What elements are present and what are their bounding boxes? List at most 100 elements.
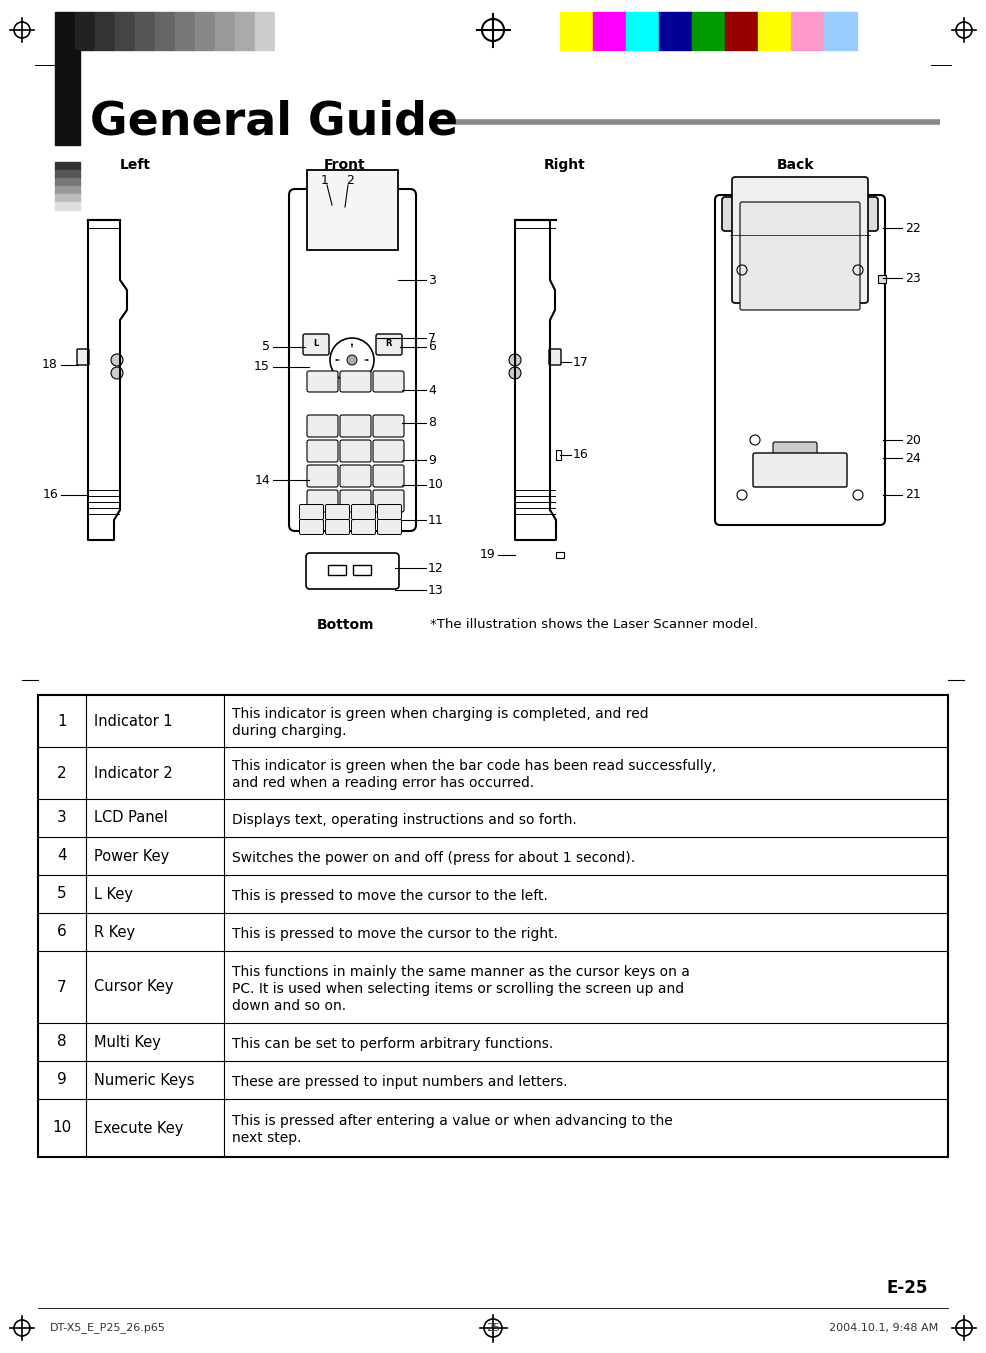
Bar [95, 12, 115, 50]
FancyBboxPatch shape [325, 505, 349, 520]
Text: Power Key: Power Key [94, 848, 170, 863]
Text: 18: 18 [42, 359, 58, 372]
Bar [215, 12, 235, 50]
Text: Cursor Key: Cursor Key [94, 980, 174, 994]
Text: 15: 15 [254, 360, 270, 373]
FancyBboxPatch shape [307, 490, 338, 511]
FancyBboxPatch shape [351, 520, 376, 534]
Text: 11: 11 [428, 514, 444, 526]
Text: 2: 2 [57, 766, 67, 781]
FancyBboxPatch shape [340, 440, 371, 461]
Bar [175, 12, 195, 50]
FancyBboxPatch shape [340, 415, 371, 437]
FancyBboxPatch shape [307, 415, 338, 437]
FancyBboxPatch shape [373, 465, 404, 487]
Text: R: R [386, 340, 392, 349]
Text: 4: 4 [428, 383, 436, 396]
Text: 3: 3 [428, 273, 436, 287]
FancyBboxPatch shape [549, 349, 561, 365]
Bar [824, 12, 857, 50]
Text: 7: 7 [428, 331, 436, 345]
Text: 10: 10 [52, 1120, 72, 1135]
FancyBboxPatch shape [378, 520, 401, 534]
Text: during charging.: during charging. [232, 724, 346, 739]
Bar [328, 566, 346, 575]
Text: 12: 12 [428, 561, 444, 575]
Bar [195, 12, 215, 50]
Text: General Guide: General Guide [90, 100, 458, 145]
Text: 1: 1 [57, 713, 67, 728]
Text: Execute Key: Execute Key [94, 1120, 183, 1135]
Text: Front: Front [324, 158, 366, 172]
Text: down and so on.: down and so on. [232, 999, 346, 1012]
Text: 20: 20 [905, 433, 921, 446]
Bar [135, 12, 155, 50]
FancyBboxPatch shape [300, 505, 323, 520]
Bar [55, 162, 80, 170]
Bar [55, 179, 80, 185]
Text: 16: 16 [42, 488, 58, 502]
FancyBboxPatch shape [307, 440, 338, 461]
Text: This is pressed after entering a value or when advancing to the: This is pressed after entering a value o… [232, 1115, 672, 1128]
Text: 22: 22 [905, 222, 921, 234]
FancyBboxPatch shape [373, 490, 404, 511]
Bar [659, 12, 692, 50]
Bar [626, 12, 659, 50]
FancyBboxPatch shape [732, 177, 868, 303]
FancyBboxPatch shape [373, 440, 404, 461]
Bar [556, 451, 561, 460]
Bar [55, 12, 75, 50]
FancyBboxPatch shape [325, 520, 349, 534]
FancyBboxPatch shape [303, 334, 329, 354]
Text: 2: 2 [346, 173, 354, 187]
Text: This functions in mainly the same manner as the cursor keys on a: This functions in mainly the same manner… [232, 965, 690, 978]
Text: 8: 8 [57, 1035, 67, 1050]
Text: 5: 5 [57, 886, 67, 901]
FancyBboxPatch shape [351, 505, 376, 520]
Bar [115, 12, 135, 50]
Text: 3: 3 [57, 810, 67, 825]
Text: 7: 7 [57, 980, 67, 994]
Text: next step.: next step. [232, 1131, 302, 1145]
Bar [791, 12, 824, 50]
FancyBboxPatch shape [300, 520, 323, 534]
FancyBboxPatch shape [373, 415, 404, 437]
Circle shape [347, 354, 357, 365]
Bar [692, 12, 725, 50]
Text: L: L [314, 340, 318, 349]
FancyBboxPatch shape [77, 349, 89, 365]
Text: R Key: R Key [94, 924, 135, 939]
Bar [307, 170, 398, 250]
FancyBboxPatch shape [340, 490, 371, 511]
FancyBboxPatch shape [773, 442, 817, 460]
Bar [235, 12, 255, 50]
Text: 6: 6 [57, 924, 67, 939]
Text: This indicator is green when charging is completed, and red: This indicator is green when charging is… [232, 708, 649, 721]
Text: 9: 9 [57, 1073, 67, 1088]
Circle shape [111, 354, 123, 367]
Bar [38, 695, 948, 1157]
Bar [275, 12, 295, 50]
Bar [255, 12, 275, 50]
Text: 6: 6 [428, 341, 436, 353]
Text: This is pressed to move the cursor to the left.: This is pressed to move the cursor to th… [232, 889, 548, 902]
Text: DT-X5_E_P25_26.p65: DT-X5_E_P25_26.p65 [50, 1322, 166, 1334]
FancyBboxPatch shape [753, 453, 847, 487]
Bar [353, 566, 371, 575]
Bar [556, 552, 564, 557]
Circle shape [509, 367, 521, 379]
Text: Numeric Keys: Numeric Keys [94, 1073, 194, 1088]
FancyBboxPatch shape [740, 202, 860, 310]
Bar [325, 206, 333, 211]
Bar [725, 12, 758, 50]
Text: Multi Key: Multi Key [94, 1035, 161, 1050]
Text: 25: 25 [486, 1323, 500, 1333]
Text: 5: 5 [262, 341, 270, 353]
Text: and red when a reading error has occurred.: and red when a reading error has occurre… [232, 777, 534, 790]
Text: 21: 21 [905, 488, 921, 502]
Text: 10: 10 [428, 479, 444, 491]
Bar [75, 12, 95, 50]
Text: 13: 13 [428, 583, 444, 597]
FancyBboxPatch shape [373, 371, 404, 392]
Text: Indicator 1: Indicator 1 [94, 713, 173, 728]
